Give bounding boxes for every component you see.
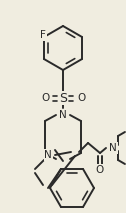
Text: N: N bbox=[109, 143, 117, 153]
Text: O: O bbox=[77, 93, 85, 103]
Text: O: O bbox=[41, 93, 49, 103]
Text: F: F bbox=[40, 30, 46, 40]
Text: N: N bbox=[44, 150, 52, 160]
Text: N: N bbox=[59, 110, 67, 120]
Text: S: S bbox=[59, 92, 67, 105]
Text: O: O bbox=[96, 165, 104, 175]
